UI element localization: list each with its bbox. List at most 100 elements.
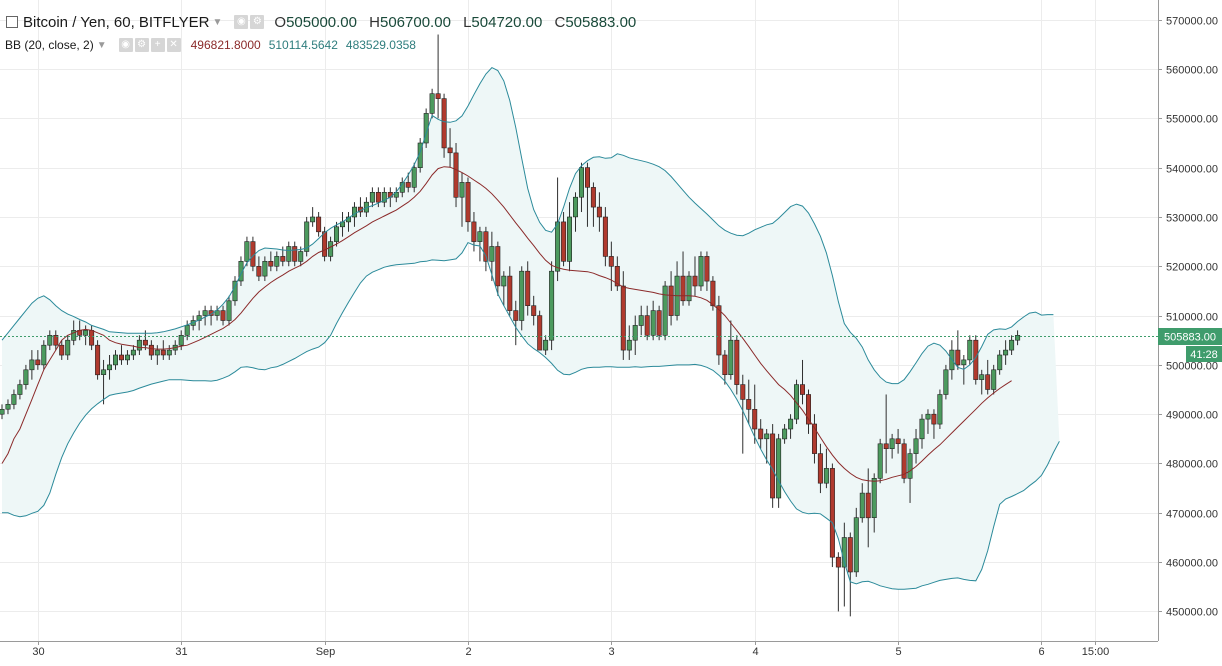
candle bbox=[776, 433, 782, 508]
candle bbox=[35, 350, 41, 370]
candle bbox=[997, 350, 1003, 375]
candle-body-up bbox=[477, 231, 483, 242]
candle-body-down bbox=[955, 349, 961, 366]
candle-body-up bbox=[459, 182, 465, 198]
candle bbox=[680, 251, 686, 306]
price-axis[interactable]: 450000.00 460000.00 470000.00 480000.00 4900… bbox=[1158, 16, 1218, 619]
candle bbox=[967, 335, 973, 365]
candle bbox=[537, 310, 543, 351]
candle bbox=[519, 266, 525, 331]
add-icon[interactable]: + bbox=[150, 38, 165, 52]
candle bbox=[5, 399, 11, 415]
candle bbox=[41, 340, 47, 370]
candle-body-up bbox=[555, 221, 561, 272]
low-value: 504720.00 bbox=[471, 13, 543, 31]
candle-body-down bbox=[746, 399, 752, 410]
x-tick-label: 2 bbox=[465, 646, 471, 658]
candle-body-up bbox=[202, 310, 208, 316]
candle bbox=[578, 162, 584, 213]
candle bbox=[411, 162, 417, 193]
candle bbox=[268, 251, 274, 272]
candle-body-down bbox=[985, 374, 991, 390]
candle bbox=[423, 108, 429, 148]
candle-body-up bbox=[101, 369, 107, 375]
candle bbox=[596, 192, 602, 232]
y-tick-label: 530000.00 bbox=[1166, 213, 1218, 225]
candle bbox=[328, 236, 334, 262]
candle-body-down bbox=[596, 206, 602, 218]
open-value: 505000.00 bbox=[286, 13, 357, 31]
candle bbox=[459, 172, 465, 227]
candle bbox=[728, 320, 734, 380]
candle bbox=[823, 448, 829, 489]
indicator-label[interactable]: BB (20, close, 2) bbox=[5, 38, 94, 52]
candle bbox=[913, 428, 919, 464]
candle-body-up bbox=[549, 270, 555, 341]
candle-body-up bbox=[489, 246, 495, 262]
candle-body-down bbox=[95, 344, 101, 376]
candle bbox=[507, 266, 513, 316]
candle-body-up bbox=[286, 246, 292, 262]
candle-body-up bbox=[638, 315, 644, 326]
y-tick-label: 570000.00 bbox=[1166, 16, 1218, 28]
candle-body-down bbox=[256, 265, 262, 277]
candle bbox=[626, 325, 632, 360]
eye-icon[interactable]: ◉ bbox=[234, 15, 249, 29]
candle bbox=[1009, 335, 1015, 356]
candle bbox=[119, 345, 125, 365]
candle-body-down bbox=[507, 275, 513, 311]
time-axis[interactable]: 30 31 Sep 2 3 4 5 6 15:00 bbox=[32, 641, 1109, 658]
candle-body-down bbox=[710, 280, 716, 307]
candle-body-down bbox=[835, 556, 841, 568]
candle-body-up bbox=[11, 394, 17, 405]
candle bbox=[310, 207, 316, 227]
candle-body-down bbox=[692, 275, 698, 287]
candle-body-up bbox=[369, 192, 375, 203]
candle bbox=[531, 295, 537, 326]
candle-body-down bbox=[268, 260, 274, 267]
candle-body-down bbox=[614, 265, 620, 287]
candle-body-up bbox=[65, 339, 71, 356]
candle bbox=[602, 207, 608, 267]
candle bbox=[101, 359, 107, 405]
candle-body-up bbox=[429, 93, 435, 114]
candle-body-up bbox=[423, 113, 429, 144]
candle-body-up bbox=[274, 256, 280, 267]
y-tick-label: 560000.00 bbox=[1166, 65, 1218, 77]
candle bbox=[375, 187, 381, 208]
candle-body-down bbox=[495, 246, 501, 287]
candle-body-up bbox=[166, 349, 172, 356]
candle-body-up bbox=[961, 359, 967, 366]
candle-body-down bbox=[561, 221, 567, 262]
y-tick-label: 460000.00 bbox=[1166, 558, 1218, 570]
bb-basis-value: 496821.8000 bbox=[190, 38, 261, 52]
bb-upper-value: 510114.5642 bbox=[268, 38, 338, 52]
settings-gear-icon[interactable]: ⚙ bbox=[250, 15, 265, 29]
candle bbox=[740, 374, 746, 454]
candle-body-down bbox=[620, 285, 626, 351]
close-icon[interactable]: ✕ bbox=[166, 38, 181, 52]
x-tick-label: 4 bbox=[752, 646, 758, 658]
eye-icon[interactable]: ◉ bbox=[118, 38, 133, 52]
candle-body-up bbox=[184, 325, 190, 336]
chevron-down-icon[interactable]: ▼ bbox=[96, 39, 107, 51]
candle-body-down bbox=[35, 359, 41, 366]
candle bbox=[722, 350, 728, 385]
candle bbox=[465, 177, 471, 232]
candle bbox=[979, 369, 985, 395]
candle bbox=[770, 424, 776, 508]
chevron-down-icon[interactable]: ▼ bbox=[212, 16, 223, 28]
candle bbox=[829, 463, 835, 568]
symbol-title[interactable]: Bitcoin / Yen, 60, BITFLYER bbox=[23, 13, 210, 31]
x-tick-label: 5 bbox=[895, 646, 901, 658]
candle bbox=[572, 192, 578, 232]
candle-body-up bbox=[578, 167, 584, 198]
y-tick-label: 490000.00 bbox=[1166, 410, 1218, 422]
candle bbox=[130, 345, 136, 360]
candle-body-down bbox=[441, 98, 447, 149]
candle bbox=[788, 414, 794, 439]
candle bbox=[286, 241, 292, 267]
candle-body-up bbox=[889, 438, 895, 449]
settings-gear-icon[interactable]: ⚙ bbox=[134, 38, 149, 52]
